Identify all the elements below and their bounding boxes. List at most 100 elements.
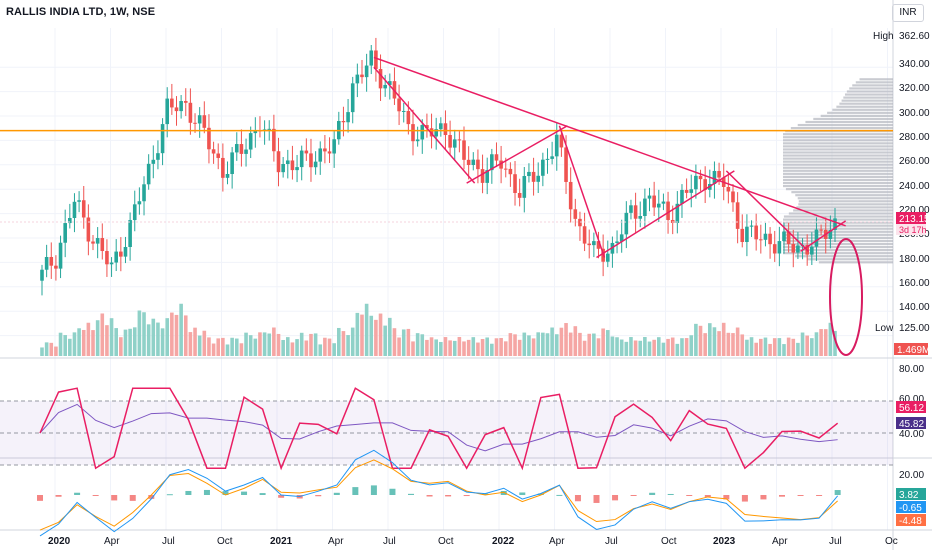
- volume-profile-bar: [783, 236, 893, 239]
- candle-body: [165, 98, 170, 125]
- volume-bar: [480, 339, 485, 356]
- candle-body: [536, 175, 541, 182]
- volume-bar: [800, 332, 805, 356]
- candle-body: [216, 153, 221, 158]
- macd-histogram-bar: [166, 494, 173, 496]
- rsi-line: [39, 387, 839, 471]
- candle-body: [146, 163, 151, 185]
- volume-bar: [383, 325, 387, 356]
- volume-profile-bar: [846, 90, 893, 93]
- macd-histogram-bar: [463, 495, 470, 497]
- volume-bar: [462, 341, 466, 356]
- candle-body: [429, 128, 434, 137]
- rsi-ma-value: 45.82: [899, 419, 924, 430]
- candle-body: [772, 244, 777, 254]
- price-tick: 240.00: [899, 181, 930, 192]
- rsi-tick: 40.00: [899, 429, 924, 440]
- candle-body: [406, 110, 411, 125]
- volume-bar: [735, 327, 740, 356]
- trendline: [558, 125, 606, 258]
- volume-bar: [573, 326, 578, 356]
- candle-body: [666, 201, 670, 220]
- volume-bar: [350, 327, 355, 356]
- macd-line: [39, 449, 839, 537]
- candle-body: [462, 140, 466, 160]
- volume-bar: [782, 344, 786, 356]
- candle-body: [244, 149, 248, 154]
- volume-bar: [819, 329, 823, 356]
- volume-bar: [216, 338, 221, 356]
- volume-profile-bar: [841, 99, 893, 102]
- candle-body: [541, 159, 545, 176]
- volume-bar: [281, 339, 285, 356]
- volume-bar: [123, 329, 128, 356]
- volume-profile-bar: [783, 154, 893, 157]
- rsi-value: 56.12: [899, 403, 924, 414]
- volume-bar: [276, 333, 281, 356]
- volume-bar: [49, 342, 54, 356]
- volume-bar: [290, 342, 295, 356]
- volume-profile: [783, 78, 893, 264]
- volume-bar: [554, 334, 559, 356]
- volume-bar: [471, 337, 476, 356]
- volume-bar: [443, 337, 448, 356]
- candle-body: [160, 124, 165, 154]
- volume-bar: [415, 333, 420, 356]
- volume-bar: [369, 315, 374, 356]
- candle-body: [40, 269, 44, 281]
- volume-profile-bar: [783, 133, 893, 136]
- candle-body: [490, 154, 494, 171]
- candle-body: [281, 163, 285, 173]
- candle-body: [587, 243, 592, 246]
- volume-bar: [406, 328, 411, 356]
- candles: [40, 37, 837, 296]
- candle-body: [749, 225, 754, 227]
- candle-body: [786, 231, 791, 244]
- volume-profile-bar: [832, 108, 893, 111]
- volume-profile-bar: [797, 123, 893, 127]
- candle-body: [777, 241, 782, 254]
- macd-histogram-bar: [500, 490, 507, 495]
- volume-bar: [698, 325, 703, 356]
- candle-body: [554, 134, 559, 157]
- volume-bar: [814, 332, 819, 356]
- candle-body: [346, 112, 350, 123]
- volume-bar: [833, 330, 837, 356]
- candle-body: [188, 102, 193, 123]
- candle-body: [290, 160, 295, 171]
- candle-body: [383, 84, 387, 89]
- macd-badge: [896, 501, 926, 513]
- volume-bar: [323, 337, 327, 356]
- volume-profile-bar: [783, 163, 893, 166]
- candle-body: [272, 128, 276, 152]
- volume-bar: [652, 339, 656, 356]
- macd-histogram-bar: [259, 493, 266, 495]
- volume-bar: [670, 337, 675, 356]
- volume-bar: [313, 333, 318, 356]
- volume-bar: [285, 337, 290, 356]
- macd-tick: 20.00: [899, 470, 924, 481]
- volume-bar: [721, 322, 726, 356]
- price-tick: 220.00: [899, 205, 930, 216]
- volume-bar: [661, 342, 666, 356]
- macd-histogram-bar: [315, 495, 322, 497]
- candle-body: [350, 83, 355, 113]
- candle-body: [105, 251, 109, 265]
- candle-body: [267, 128, 272, 130]
- high-value: 362.60: [899, 31, 930, 42]
- volume-profile-bar: [855, 81, 893, 84]
- volume-profile-bar: [783, 157, 893, 160]
- candle-body: [388, 81, 392, 85]
- time-tick: 2020: [48, 536, 71, 547]
- macd-histogram-bar: [352, 487, 359, 495]
- candle-body: [684, 189, 689, 193]
- candle-body: [466, 159, 471, 165]
- volume-bar: [81, 329, 86, 356]
- candle-body: [745, 226, 749, 243]
- macd-hist-badge: [896, 488, 926, 500]
- time-tick: Oc: [885, 536, 898, 547]
- time-tick: Oct: [661, 536, 677, 547]
- trendline: [466, 125, 568, 184]
- last-price-badge: [896, 212, 926, 224]
